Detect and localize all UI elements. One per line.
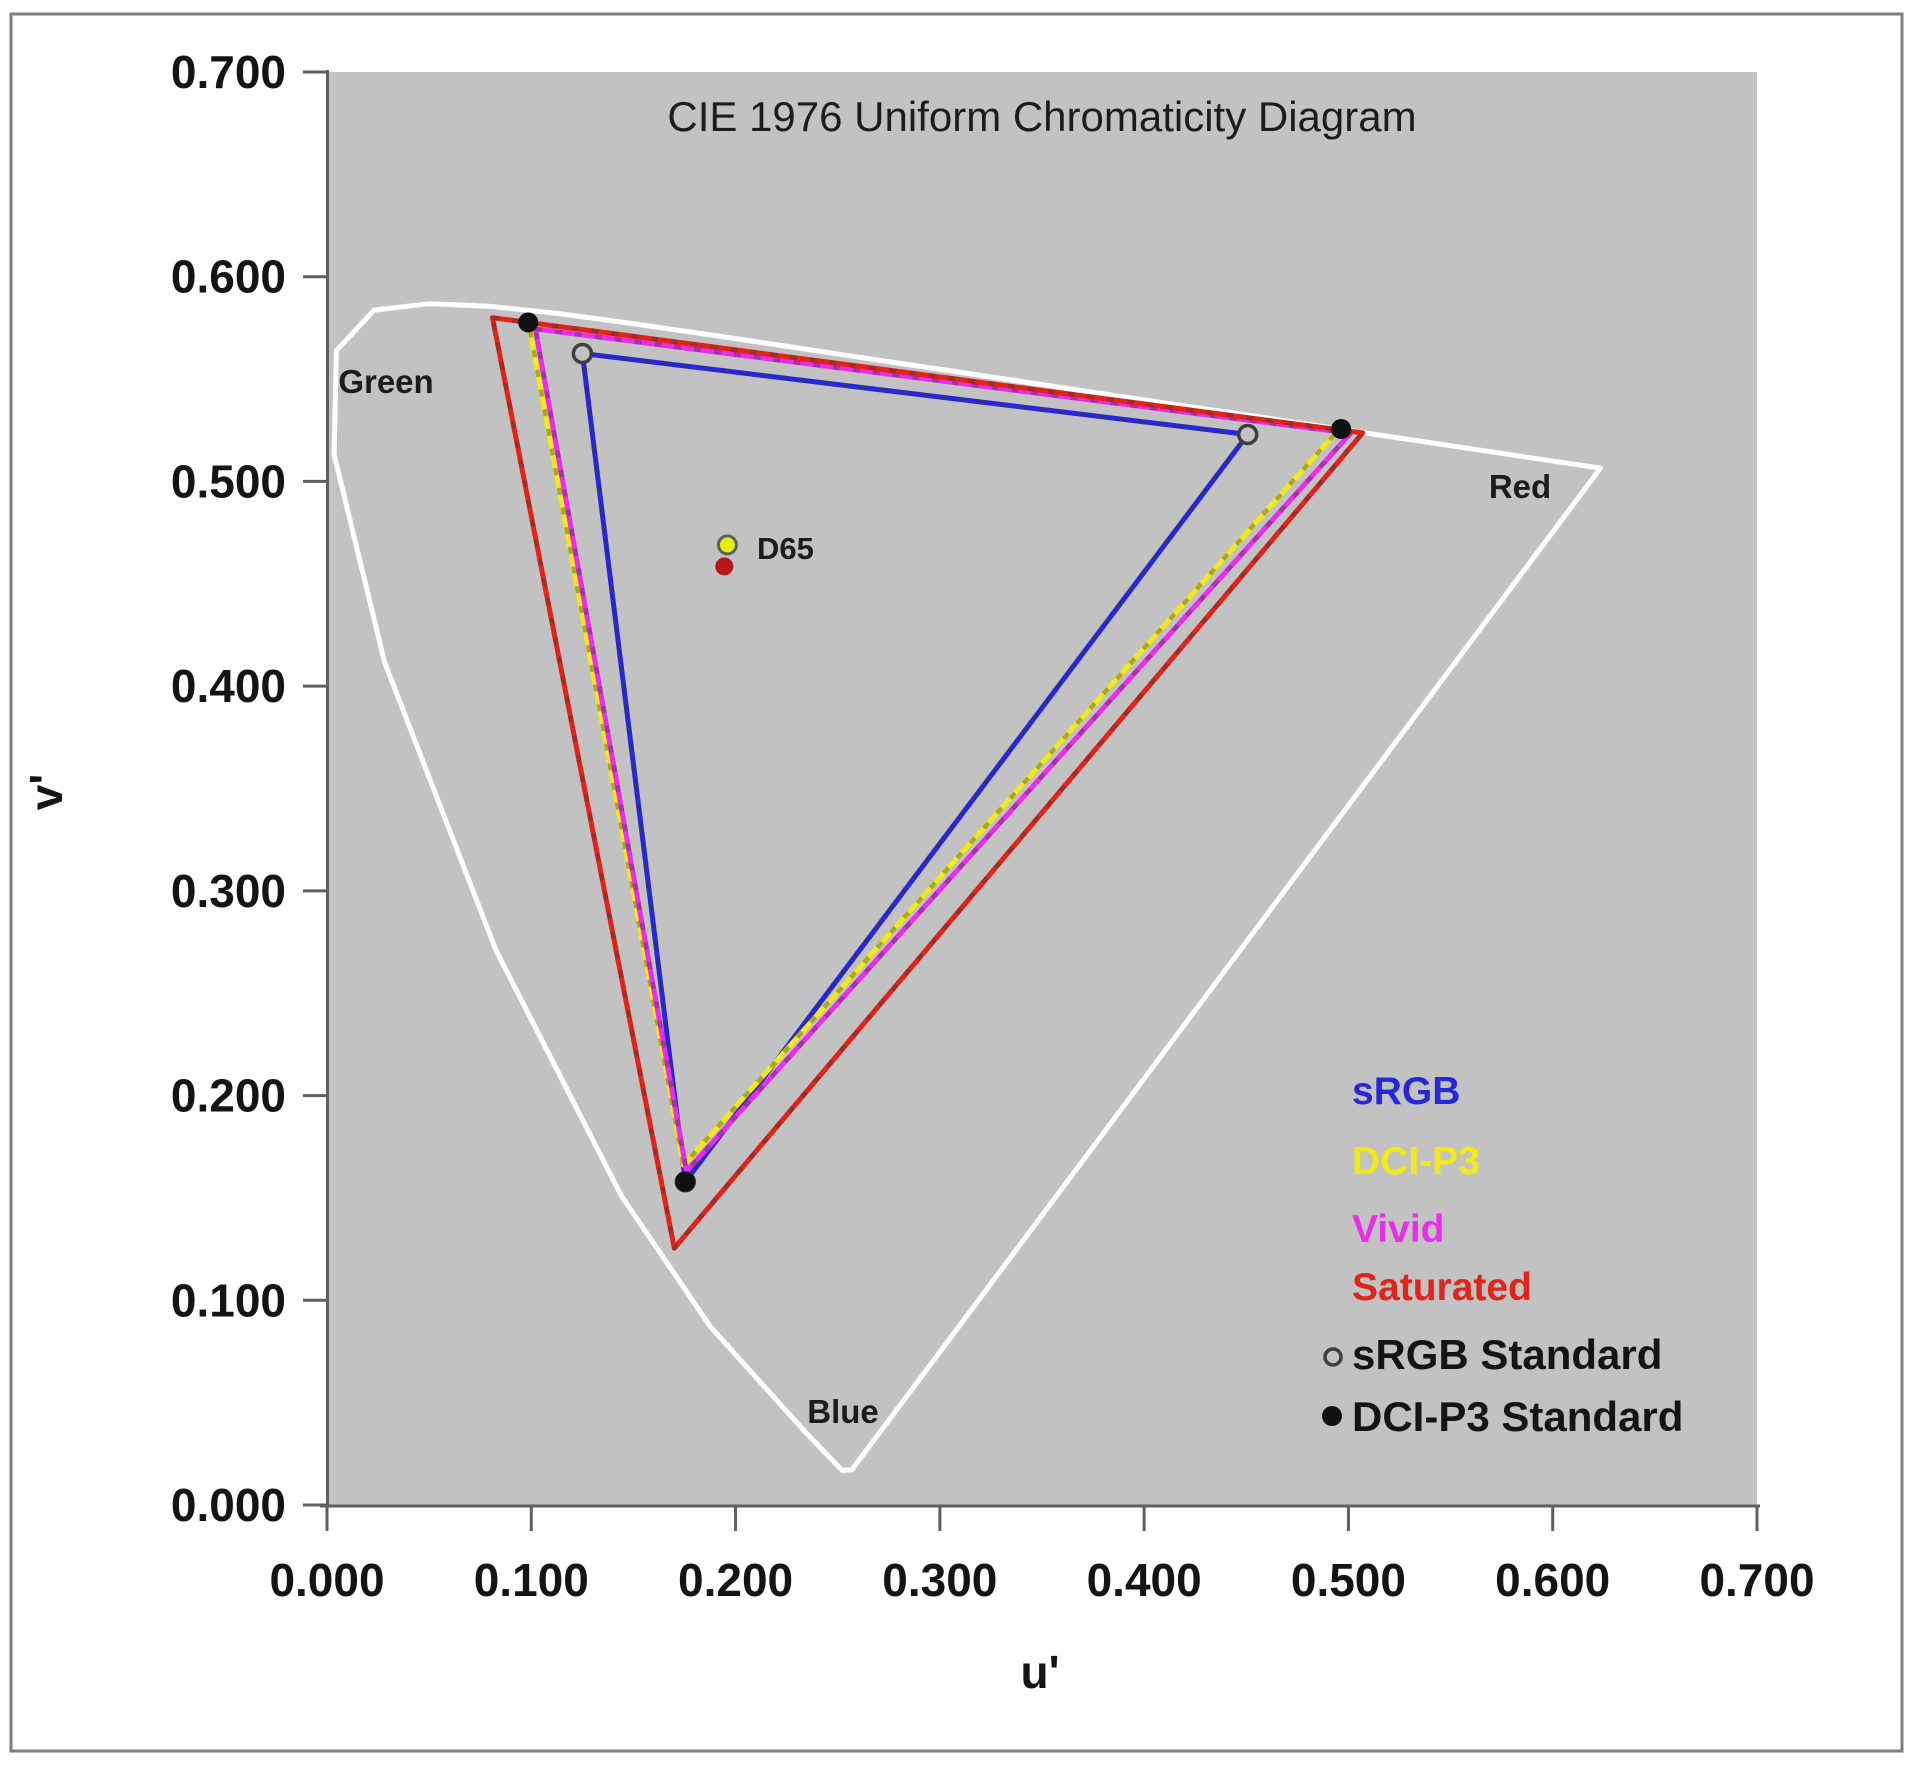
srgb-standard-marker xyxy=(571,342,594,365)
region-label-green: Green xyxy=(338,363,433,400)
y-axis-title: v' xyxy=(20,774,72,811)
chart-title: CIE 1976 Uniform Chromaticity Diagram xyxy=(667,93,1416,140)
x-tick-label: 0.300 xyxy=(882,1554,997,1606)
plot-dynamic-layer: 0.000 0.100 0.200 0.300 0.400 0.500 0.600 0.700… xyxy=(171,46,1815,1606)
vivid-gamut-triangle-dashes xyxy=(533,326,1353,1174)
x-tick-label: 0.200 xyxy=(678,1554,793,1606)
legend-item-srgb: sRGB xyxy=(1352,1070,1460,1113)
y-tick-label: 0.400 xyxy=(171,660,286,712)
dci-p3-standard-marker xyxy=(1331,419,1352,439)
legend-item-vivid: Vivid xyxy=(1352,1208,1445,1251)
legend-marker-open-circle-icon xyxy=(1323,1347,1343,1367)
x-tick-label: 0.700 xyxy=(1699,1554,1814,1606)
figure-border xyxy=(9,12,1904,1753)
legend: sRGB DCI-P3 Vivid Saturated sRGB Standar… xyxy=(1322,1070,1683,1440)
y-tick-label: 0.500 xyxy=(171,455,286,507)
srgb-gamut-triangle-dashes xyxy=(580,351,1250,1185)
x-tick-label: 0.500 xyxy=(1291,1554,1406,1606)
y-tick-label: 0.600 xyxy=(171,251,286,303)
x-tick-label: 0.100 xyxy=(474,1554,589,1606)
y-tick-label: 0.700 xyxy=(171,46,286,98)
plot-area xyxy=(327,72,1757,1505)
d65-white-point-marker xyxy=(716,534,738,556)
legend-marker-dot-icon xyxy=(1322,1406,1342,1426)
dci-p3-standard-marker xyxy=(675,1171,696,1192)
y-tick-label: 0.000 xyxy=(171,1479,286,1531)
y-tick-label: 0.100 xyxy=(171,1274,286,1326)
saturated-gamut-triangle xyxy=(490,315,1366,1251)
spectral-locus xyxy=(331,301,1603,1473)
d65-label: D65 xyxy=(757,531,814,566)
y-tick-label: 0.300 xyxy=(171,865,286,917)
dci-p3-standard-marker xyxy=(518,312,539,333)
legend-item-srgb-standard: sRGB Standard xyxy=(1352,1331,1662,1378)
region-label-red: Red xyxy=(1489,468,1551,505)
y-tick-label: 0.200 xyxy=(171,1070,286,1122)
legend-item-saturated: Saturated xyxy=(1352,1266,1532,1309)
dci-p3-gamut-triangle-dashes xyxy=(526,321,1340,1168)
x-axis-title: u' xyxy=(1020,1646,1059,1698)
srgb-standard-marker xyxy=(1236,423,1259,446)
legend-item-dci-p3: DCI-P3 xyxy=(1352,1140,1480,1183)
legend-item-dci-p3-standard: DCI-P3 Standard xyxy=(1352,1393,1683,1440)
x-tick-label: 0.000 xyxy=(269,1554,384,1606)
x-tick-label: 0.400 xyxy=(1087,1554,1202,1606)
region-label-blue: Blue xyxy=(807,1393,879,1430)
measured-white-point-marker xyxy=(715,557,734,576)
vivid-gamut-triangle xyxy=(532,326,1353,1174)
srgb-gamut-triangle xyxy=(579,351,1251,1185)
x-tick-label: 0.600 xyxy=(1495,1554,1610,1606)
